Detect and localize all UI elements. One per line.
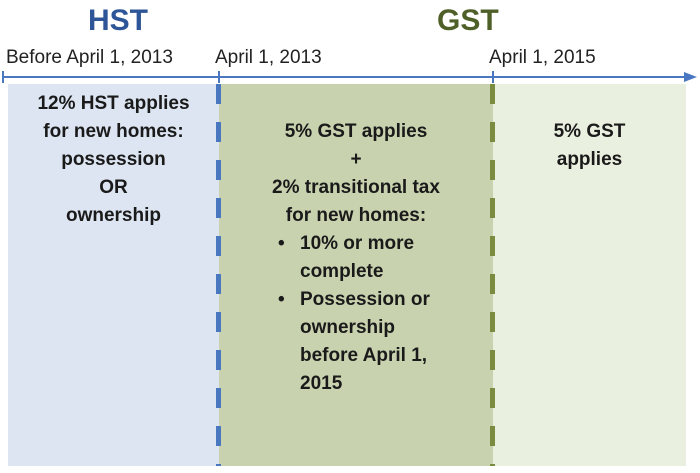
gst-period-panel bbox=[493, 84, 686, 466]
transition-condition-item: Possession or ownership before April 1, … bbox=[278, 286, 430, 398]
transition-text-line: for new homes: bbox=[285, 205, 427, 226]
april-2015-dashed-divider bbox=[490, 84, 495, 466]
timeline-arrow bbox=[2, 71, 697, 83]
bullet-text-line: ownership bbox=[300, 317, 396, 338]
date-label-before-april-2013: Before April 1, 2013 bbox=[6, 47, 173, 68]
hst-heading: HST bbox=[88, 4, 148, 37]
hst-period-text: 12% HST applies for new homes: possessio… bbox=[8, 90, 219, 230]
bullet-text-line: Possession or bbox=[300, 289, 430, 310]
transition-period-text: 5% GST applies + 2% transitional tax for… bbox=[219, 118, 493, 230]
bullet-text-line: 10% or more bbox=[300, 233, 415, 254]
bullet-text-line: before April 1, bbox=[300, 345, 428, 366]
transition-text-line: 5% GST applies bbox=[284, 121, 428, 142]
hst-text-line: 12% HST applies bbox=[37, 93, 190, 114]
timeline-arrowhead-icon bbox=[684, 72, 697, 82]
gst-heading: GST bbox=[437, 4, 499, 37]
transition-condition-item: 10% or more complete bbox=[278, 230, 430, 286]
date-label-april-2013: April 1, 2013 bbox=[215, 47, 322, 68]
gst-text-line: 5% GST bbox=[553, 121, 626, 142]
hst-text-line: OR bbox=[99, 177, 128, 198]
transition-text-line: 2% transitional tax bbox=[272, 177, 440, 198]
hst-text-line: possession bbox=[61, 149, 166, 170]
hst-text-line: for new homes: bbox=[43, 121, 184, 142]
hst-text-line: ownership bbox=[65, 205, 161, 226]
transition-text-line: + bbox=[350, 149, 362, 170]
hst-period-panel bbox=[8, 84, 219, 466]
bullet-text-line: complete bbox=[300, 261, 384, 282]
april-2013-dashed-divider bbox=[216, 84, 221, 466]
gst-text-line: applies bbox=[556, 149, 623, 170]
date-label-april-2015: April 1, 2015 bbox=[489, 47, 596, 68]
transition-conditions-list: 10% or more complete Possession or owner… bbox=[278, 230, 430, 398]
gst-period-text: 5% GST applies bbox=[493, 118, 686, 174]
bullet-text-line: 2015 bbox=[300, 373, 343, 394]
